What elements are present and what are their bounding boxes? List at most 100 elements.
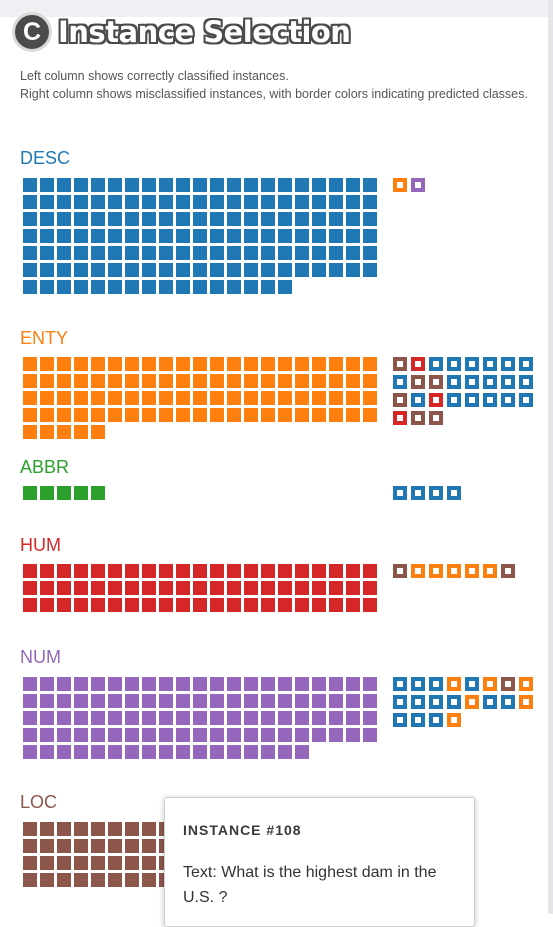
correct-instance[interactable] — [40, 728, 54, 742]
correct-instance[interactable] — [40, 677, 54, 691]
correct-instance[interactable] — [125, 822, 139, 836]
correct-instance[interactable] — [210, 178, 224, 192]
correct-instance[interactable] — [91, 486, 105, 500]
correct-instance[interactable] — [74, 425, 88, 439]
correct-instance[interactable] — [295, 195, 309, 209]
correct-instance[interactable] — [210, 357, 224, 371]
correct-instance[interactable] — [278, 374, 292, 388]
correct-instance[interactable] — [346, 374, 360, 388]
misclassified-instance[interactable] — [429, 486, 443, 500]
correct-instance[interactable] — [193, 694, 207, 708]
misclassified-instance[interactable] — [411, 677, 425, 691]
misclassified-instance[interactable] — [411, 393, 425, 407]
correct-instance[interactable] — [329, 728, 343, 742]
misclassified-instance[interactable] — [465, 393, 479, 407]
correct-instance[interactable] — [142, 357, 156, 371]
correct-instance[interactable] — [278, 246, 292, 260]
correct-instance[interactable] — [193, 246, 207, 260]
correct-instance[interactable] — [210, 677, 224, 691]
misclassified-instance[interactable] — [429, 713, 443, 727]
correct-instance[interactable] — [312, 263, 326, 277]
correct-instance[interactable] — [142, 873, 156, 887]
correct-instance[interactable] — [57, 374, 71, 388]
correct-instance[interactable] — [40, 178, 54, 192]
correct-instance[interactable] — [193, 178, 207, 192]
correct-instance[interactable] — [176, 408, 190, 422]
correct-instance[interactable] — [91, 374, 105, 388]
correct-instance[interactable] — [176, 229, 190, 243]
correct-instance[interactable] — [142, 694, 156, 708]
correct-instance[interactable] — [108, 391, 122, 405]
misclassified-instance[interactable] — [411, 486, 425, 500]
correct-instance[interactable] — [40, 486, 54, 500]
misclassified-instance[interactable] — [393, 677, 407, 691]
correct-instance[interactable] — [278, 745, 292, 759]
correct-instance[interactable] — [40, 357, 54, 371]
correct-instance[interactable] — [244, 357, 258, 371]
misclassified-instance[interactable] — [393, 564, 407, 578]
correct-instance[interactable] — [142, 677, 156, 691]
correct-instance[interactable] — [108, 677, 122, 691]
correct-instance[interactable] — [261, 564, 275, 578]
correct-instance[interactable] — [23, 856, 37, 870]
correct-instance[interactable] — [346, 711, 360, 725]
correct-instance[interactable] — [57, 581, 71, 595]
correct-instance[interactable] — [244, 677, 258, 691]
correct-instance[interactable] — [91, 263, 105, 277]
correct-instance[interactable] — [125, 564, 139, 578]
correct-instance[interactable] — [108, 581, 122, 595]
correct-instance[interactable] — [23, 581, 37, 595]
correct-instance[interactable] — [312, 408, 326, 422]
misclassified-instance[interactable] — [447, 564, 461, 578]
misclassified-instance[interactable] — [447, 695, 461, 709]
correct-instance[interactable] — [23, 677, 37, 691]
correct-instance[interactable] — [261, 195, 275, 209]
correct-instance[interactable] — [159, 212, 173, 226]
correct-instance[interactable] — [312, 694, 326, 708]
correct-instance[interactable] — [346, 728, 360, 742]
misclassified-instance[interactable] — [483, 393, 497, 407]
correct-instance[interactable] — [193, 745, 207, 759]
misclassified-instance[interactable] — [483, 695, 497, 709]
correct-instance[interactable] — [193, 212, 207, 226]
correct-instance[interactable] — [244, 564, 258, 578]
correct-instance[interactable] — [329, 246, 343, 260]
correct-instance[interactable] — [125, 178, 139, 192]
correct-instance[interactable] — [74, 391, 88, 405]
correct-instance[interactable] — [142, 839, 156, 853]
correct-instance[interactable] — [193, 357, 207, 371]
correct-instance[interactable] — [159, 246, 173, 260]
correct-instance[interactable] — [244, 195, 258, 209]
correct-instance[interactable] — [74, 357, 88, 371]
correct-instance[interactable] — [278, 391, 292, 405]
correct-instance[interactable] — [193, 263, 207, 277]
correct-instance[interactable] — [295, 728, 309, 742]
correct-instance[interactable] — [57, 694, 71, 708]
correct-instance[interactable] — [261, 212, 275, 226]
correct-instance[interactable] — [74, 178, 88, 192]
correct-instance[interactable] — [23, 178, 37, 192]
correct-instance[interactable] — [23, 873, 37, 887]
misclassified-instance[interactable] — [393, 695, 407, 709]
correct-instance[interactable] — [40, 425, 54, 439]
correct-instance[interactable] — [329, 212, 343, 226]
correct-instance[interactable] — [91, 856, 105, 870]
correct-instance[interactable] — [295, 212, 309, 226]
misclassified-instance[interactable] — [429, 375, 443, 389]
correct-instance[interactable] — [40, 856, 54, 870]
correct-instance[interactable] — [329, 178, 343, 192]
correct-instance[interactable] — [210, 212, 224, 226]
correct-instance[interactable] — [346, 195, 360, 209]
correct-instance[interactable] — [74, 822, 88, 836]
correct-instance[interactable] — [295, 246, 309, 260]
correct-instance[interactable] — [312, 391, 326, 405]
correct-instance[interactable] — [176, 745, 190, 759]
correct-instance[interactable] — [57, 246, 71, 260]
correct-instance[interactable] — [363, 677, 377, 691]
correct-instance[interactable] — [193, 728, 207, 742]
correct-instance[interactable] — [74, 263, 88, 277]
correct-instance[interactable] — [125, 374, 139, 388]
correct-instance[interactable] — [210, 391, 224, 405]
correct-instance[interactable] — [261, 694, 275, 708]
correct-instance[interactable] — [244, 391, 258, 405]
